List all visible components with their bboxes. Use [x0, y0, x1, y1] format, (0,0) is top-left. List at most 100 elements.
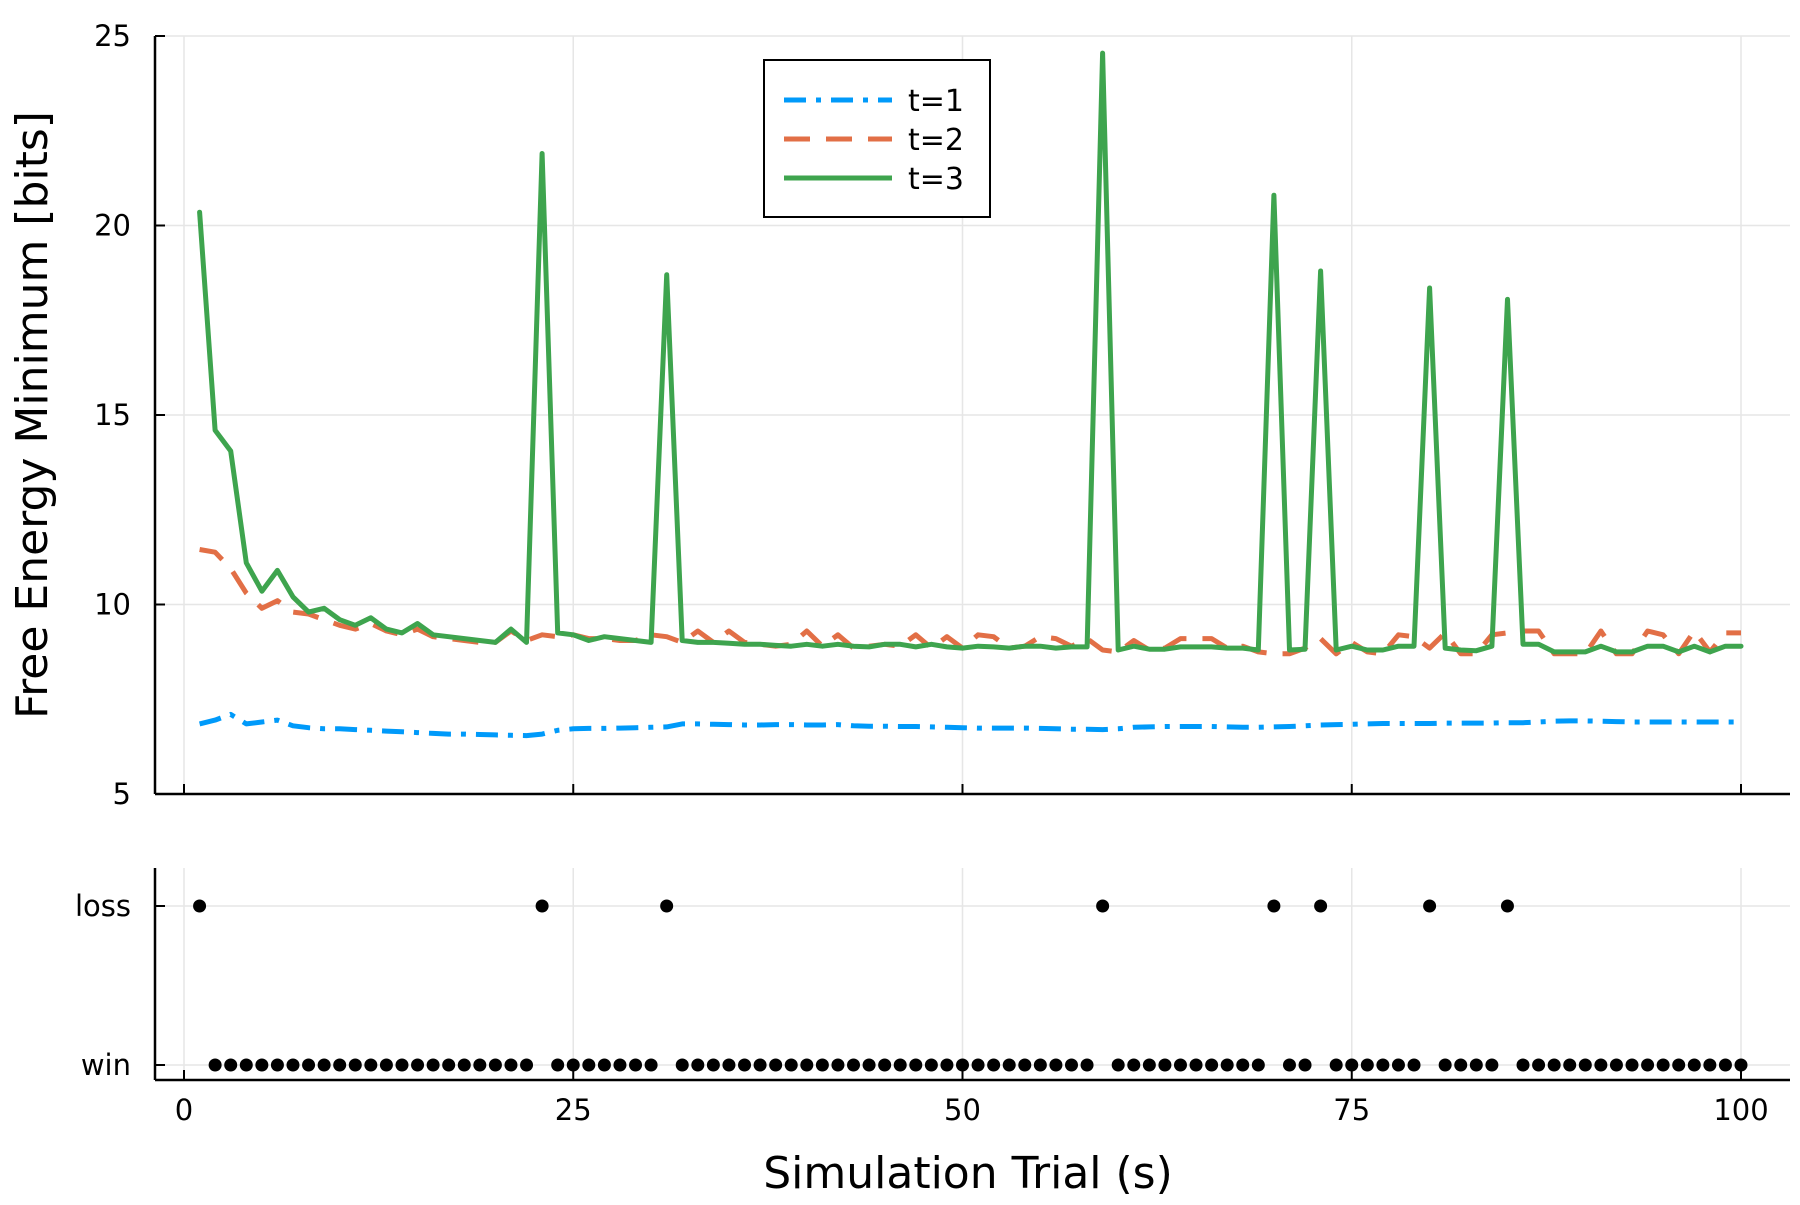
outcome-point-win [1407, 1058, 1421, 1072]
outcome-point-win [1298, 1058, 1312, 1072]
top-axes: 5 10 15 20 25 [94, 19, 1790, 811]
bottom-y-tick-label: win [81, 1048, 131, 1082]
bottom-x-tick-label: 25 [555, 1093, 592, 1127]
outcome-point-win [1734, 1058, 1748, 1072]
outcome-point-win [1703, 1058, 1717, 1072]
outcome-point-win [1064, 1058, 1078, 1072]
series-line-t1 [199, 711, 1741, 739]
outcome-point-win [909, 1058, 923, 1072]
outcome-point-win [239, 1058, 253, 1072]
outcome-point-win [1127, 1058, 1141, 1072]
outcome-point-win [753, 1058, 767, 1072]
outcome-point-win [442, 1058, 456, 1072]
outcome-point-win [1049, 1058, 1063, 1072]
outcome-point-win [1391, 1058, 1405, 1072]
outcome-point-win [815, 1058, 829, 1072]
bottom-x-tick-label: 75 [1333, 1093, 1370, 1127]
y-axis-title: Free Energy Minimum [bits] [7, 111, 58, 719]
outcome-point-loss [660, 899, 674, 913]
bottom-y-tick-label: loss [75, 889, 131, 923]
outcome-point-win [1656, 1058, 1670, 1072]
bottom-x-tick-label: 100 [1713, 1093, 1768, 1127]
outcome-point-win [706, 1058, 720, 1072]
outcome-point-win [582, 1058, 596, 1072]
outcome-point-win [364, 1058, 378, 1072]
outcome-point-win [1438, 1058, 1452, 1072]
outcome-point-win [551, 1058, 565, 1072]
outcome-point-win [1454, 1058, 1468, 1072]
outcome-point-win [1532, 1058, 1546, 1072]
outcome-point-win [987, 1058, 1001, 1072]
top-series-group [197, 50, 1744, 739]
outcome-point-win [784, 1058, 798, 1072]
outcome-panel: win loss 0 25 50 75 100 Simulation Trial (s) [75, 868, 1790, 1199]
outcome-point-loss [1267, 899, 1281, 913]
legend-label: t=2 [908, 123, 964, 158]
outcome-point-win [722, 1058, 736, 1072]
outcome-point-win [504, 1058, 518, 1072]
outcome-point-win [1360, 1058, 1374, 1072]
top-y-tick-label: 10 [94, 588, 131, 622]
outcome-point-win [1594, 1058, 1608, 1072]
outcome-point-win [286, 1058, 300, 1072]
outcome-point-win [1220, 1058, 1234, 1072]
top-y-tick-label: 5 [113, 777, 131, 811]
x-axis-title: Simulation Trial (s) [763, 1148, 1173, 1199]
outcome-point-win [1142, 1058, 1156, 1072]
outcome-point-win [473, 1058, 487, 1072]
outcome-point-win [644, 1058, 658, 1072]
outcome-point-win [1080, 1058, 1094, 1072]
outcome-point-win [956, 1058, 969, 1072]
outcome-point-win [1625, 1058, 1639, 1072]
outcome-point-loss [1423, 899, 1437, 913]
outcome-point-win [862, 1058, 876, 1072]
top-y-tick-label: 20 [94, 209, 131, 243]
outcome-point-win [769, 1058, 783, 1072]
outcome-point-win [395, 1058, 409, 1072]
outcome-point-win [270, 1058, 284, 1072]
bottom-x-tick-label: 0 [175, 1093, 193, 1127]
outcome-points [193, 899, 1748, 1072]
legend-label: t=1 [908, 84, 964, 119]
outcome-point-win [1609, 1058, 1623, 1072]
outcome-point-win [1641, 1058, 1655, 1072]
outcome-point-win [333, 1058, 347, 1072]
outcome-point-win [1672, 1058, 1686, 1072]
outcome-point-win [1205, 1058, 1219, 1072]
legend-label: t=3 [908, 162, 964, 197]
outcome-point-win [893, 1058, 907, 1072]
series-line-t3 [197, 50, 1744, 655]
outcome-point-win [597, 1058, 611, 1072]
outcome-point-loss [535, 899, 549, 913]
outcome-point-win [675, 1058, 689, 1072]
outcome-point-win [1578, 1058, 1592, 1072]
outcome-point-win [831, 1058, 845, 1072]
outcome-point-win [738, 1058, 752, 1072]
bottom-grid [155, 868, 1790, 1080]
bottom-x-tick-label: 50 [944, 1093, 981, 1127]
outcome-point-win [1469, 1058, 1483, 1072]
outcome-point-win [1516, 1058, 1530, 1072]
outcome-point-win [847, 1058, 861, 1072]
outcome-point-win [800, 1058, 814, 1072]
outcome-point-win [457, 1058, 471, 1072]
outcome-point-win [1251, 1058, 1265, 1072]
outcome-point-win [940, 1058, 954, 1072]
outcome-point-win [208, 1058, 222, 1072]
top-y-tick-label: 25 [94, 19, 131, 53]
outcome-point-win [613, 1058, 627, 1072]
outcome-point-win [1563, 1058, 1577, 1072]
outcome-point-win [1173, 1058, 1187, 1072]
series-line-t2 [199, 547, 1741, 657]
outcome-point-win [1033, 1058, 1047, 1072]
outcome-point-win [302, 1058, 316, 1072]
outcome-point-win [1158, 1058, 1172, 1072]
outcome-point-win [1485, 1058, 1499, 1072]
bottom-axes: win loss 0 25 50 75 100 [75, 868, 1790, 1127]
outcome-point-win [691, 1058, 705, 1072]
outcome-point-loss [1314, 899, 1328, 913]
outcome-point-win [520, 1058, 534, 1072]
outcome-point-win [1002, 1058, 1016, 1072]
